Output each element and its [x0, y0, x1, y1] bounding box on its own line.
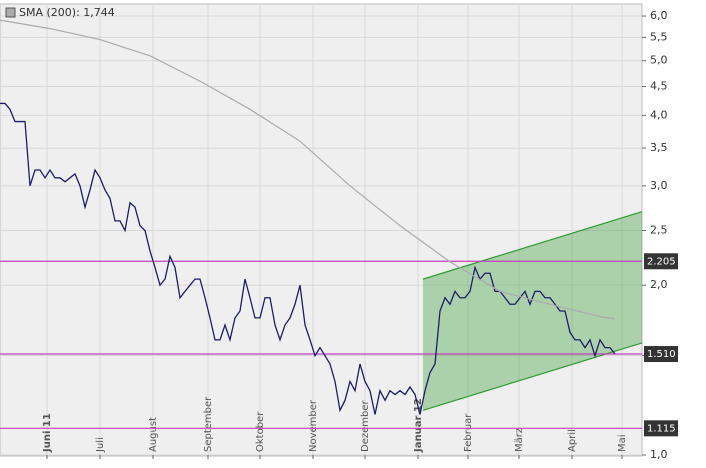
x-tick-label: Februar: [463, 413, 474, 452]
x-tick-label: Dezember: [360, 400, 371, 452]
level-label-box: [644, 420, 678, 437]
x-tick-label: Oktober: [255, 411, 266, 452]
level-label: 1.115: [647, 423, 676, 434]
y-tick-label: 6,0: [650, 9, 668, 22]
y-tick-label: 1,0: [650, 448, 668, 461]
x-tick-label: Juli: [95, 437, 106, 453]
x-tick-label: September: [203, 396, 214, 452]
level-label: 2.205: [647, 256, 676, 267]
x-tick-label: Juni 11: [42, 413, 53, 453]
x-tick-label: August: [148, 417, 159, 452]
y-tick-label: 5,0: [650, 54, 668, 67]
x-tick-label: Januar 12: [413, 398, 424, 453]
plot-area: [0, 3, 643, 457]
y-tick-label: 3,0: [650, 179, 668, 192]
y-tick-label: 2,5: [650, 224, 668, 237]
y-tick-label: 5,5: [650, 30, 668, 43]
level-label-box: [644, 253, 678, 270]
y-tick-label: 3,5: [650, 141, 668, 154]
y-tick-label: 4,0: [650, 108, 668, 121]
sma-line: [0, 19, 616, 320]
y-tick-label: 2,0: [650, 278, 668, 291]
y-tick-label: 4,5: [650, 80, 668, 93]
level-label: 1.510: [647, 349, 676, 360]
level-label-box: [644, 346, 678, 363]
price-line: [0, 102, 616, 415]
legend-label: SMA (200): 1,744: [19, 6, 115, 19]
x-tick-label: Mai: [617, 434, 628, 452]
x-tick-label: März: [514, 428, 525, 452]
x-tick-label: November: [308, 399, 319, 452]
x-tick-label: April: [567, 429, 578, 452]
legend-swatch: [5, 7, 16, 18]
